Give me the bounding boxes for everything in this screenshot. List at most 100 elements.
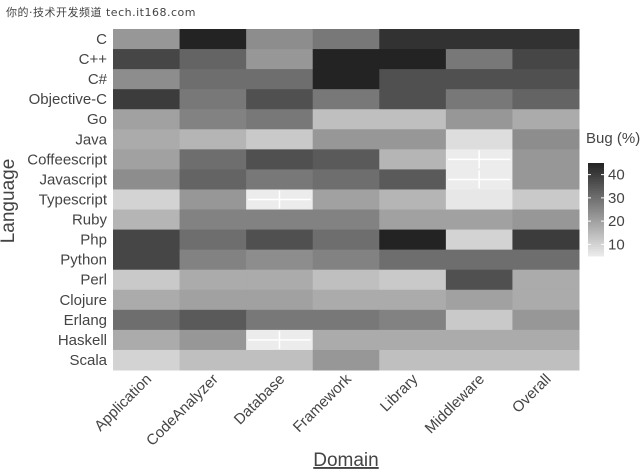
cell-perl-library (379, 269, 447, 291)
cell-c--codeanalyzer (179, 49, 247, 70)
cell-ruby-database (246, 209, 314, 231)
cell-perl-middleware (445, 269, 513, 291)
cell-java-application (113, 129, 181, 150)
legend-swatch (588, 174, 604, 178)
cell-objective-c-application (113, 89, 181, 110)
cell-php-codeanalyzer (179, 229, 247, 251)
x-tick-database: Database (231, 371, 288, 428)
legend-swatch (588, 190, 604, 194)
heatmap-cells (113, 29, 580, 371)
cell-erlang-application (113, 309, 181, 331)
y-tick-scala: Scala (69, 352, 107, 369)
cell-go-codeanalyzer (179, 109, 247, 130)
cell-clojure-application (113, 289, 181, 311)
cell-haskell-overall (512, 329, 580, 351)
cell-clojure-database (246, 289, 314, 311)
cell-coffeescript-application (113, 149, 181, 170)
cell-haskell-library (379, 329, 447, 351)
y-tick-perl: Perl (80, 272, 107, 289)
cell-c--codeanalyzer (179, 69, 247, 90)
cell-coffeescript-codeanalyzer (179, 149, 247, 170)
cell-go-framework (312, 109, 380, 130)
cell-php-application (113, 229, 181, 251)
cell-c--database (246, 49, 314, 70)
legend-swatch (588, 214, 604, 217)
cell-c--application (113, 49, 181, 70)
cell-php-framework (312, 229, 380, 251)
legend-swatch (588, 242, 604, 245)
y-axis-title: Language (0, 159, 19, 244)
legend-swatch (588, 207, 604, 210)
legend-swatch (588, 183, 604, 187)
cell-javascript-database (246, 169, 314, 190)
cell-c--framework (312, 69, 380, 90)
cell-objective-c-middleware (445, 89, 513, 110)
y-tick-haskell: Haskell (58, 332, 107, 349)
watermark-text: 你的·技术开发频道 tech.it168.com (6, 6, 196, 19)
legend-tick-10: 10 (608, 236, 625, 253)
cell-scala-middleware (445, 349, 513, 371)
y-tick-c-: C# (88, 71, 108, 88)
cell-scala-application (113, 349, 181, 371)
cell-go-library (379, 109, 447, 130)
cell-php-database (246, 229, 314, 251)
cell-perl-database (246, 269, 314, 291)
legend-swatch (588, 218, 604, 222)
cell-javascript-application (113, 169, 181, 190)
y-tick-java: Java (75, 131, 107, 148)
legend-swatch (588, 169, 604, 173)
cell-perl-framework (312, 269, 380, 291)
cell-c--overall (512, 69, 580, 90)
cell-erlang-framework (312, 309, 380, 331)
cell-erlang-codeanalyzer (179, 309, 247, 331)
cell-typescript-middleware (445, 189, 513, 211)
cell-erlang-overall (512, 309, 580, 331)
cell-python-database (246, 249, 314, 271)
cell-php-library (379, 229, 447, 251)
legend-swatch (588, 249, 604, 252)
cell-typescript-codeanalyzer (179, 189, 247, 211)
legend-swatch (588, 209, 604, 213)
cell-javascript-framework (312, 169, 380, 190)
cell-perl-overall (512, 269, 580, 291)
legend-swatch (588, 176, 604, 180)
legend-colorbar (588, 163, 604, 257)
x-tick-overall: Overall (509, 371, 555, 417)
cell-ruby-framework (312, 209, 380, 231)
cell-typescript-application (113, 189, 181, 211)
cell-scala-overall (512, 349, 580, 371)
legend-swatch (588, 244, 604, 248)
legend-tick-20: 20 (608, 213, 625, 230)
cell-erlang-database (246, 309, 314, 331)
legend-swatch (588, 228, 604, 231)
cell-php-middleware (445, 229, 513, 251)
cell-go-database (246, 109, 314, 130)
cell-c-library (379, 29, 447, 50)
legend-swatch (588, 179, 604, 182)
cell-typescript-overall (512, 189, 580, 211)
y-tick-go: Go (87, 111, 107, 128)
cell-c-codeanalyzer (179, 29, 247, 50)
cell-clojure-overall (512, 289, 580, 311)
cell-java-database (246, 129, 314, 150)
legend-swatch (588, 172, 604, 176)
color-legend: Bug (%) 10 20 30 40 (586, 130, 640, 257)
y-tick-php: Php (80, 232, 107, 249)
legend-swatch (588, 193, 604, 196)
cell-java-library (379, 129, 447, 150)
cell-c--library (379, 49, 447, 70)
cell-c-middleware (445, 29, 513, 50)
y-tick-javascript: Javascript (39, 171, 107, 188)
x-tick-middleware: Middleware (422, 371, 488, 437)
cell-objective-c-framework (312, 89, 380, 110)
cell-perl-application (113, 269, 181, 291)
cell-java-codeanalyzer (179, 129, 247, 150)
cell-c-overall (512, 29, 580, 50)
cell-haskell-middleware (445, 329, 513, 351)
cell-c--middleware (445, 69, 513, 90)
cell-scala-database (246, 349, 314, 371)
legend-swatch (588, 202, 604, 206)
cell-coffeescript-library (379, 149, 447, 170)
cell-erlang-library (379, 309, 447, 331)
